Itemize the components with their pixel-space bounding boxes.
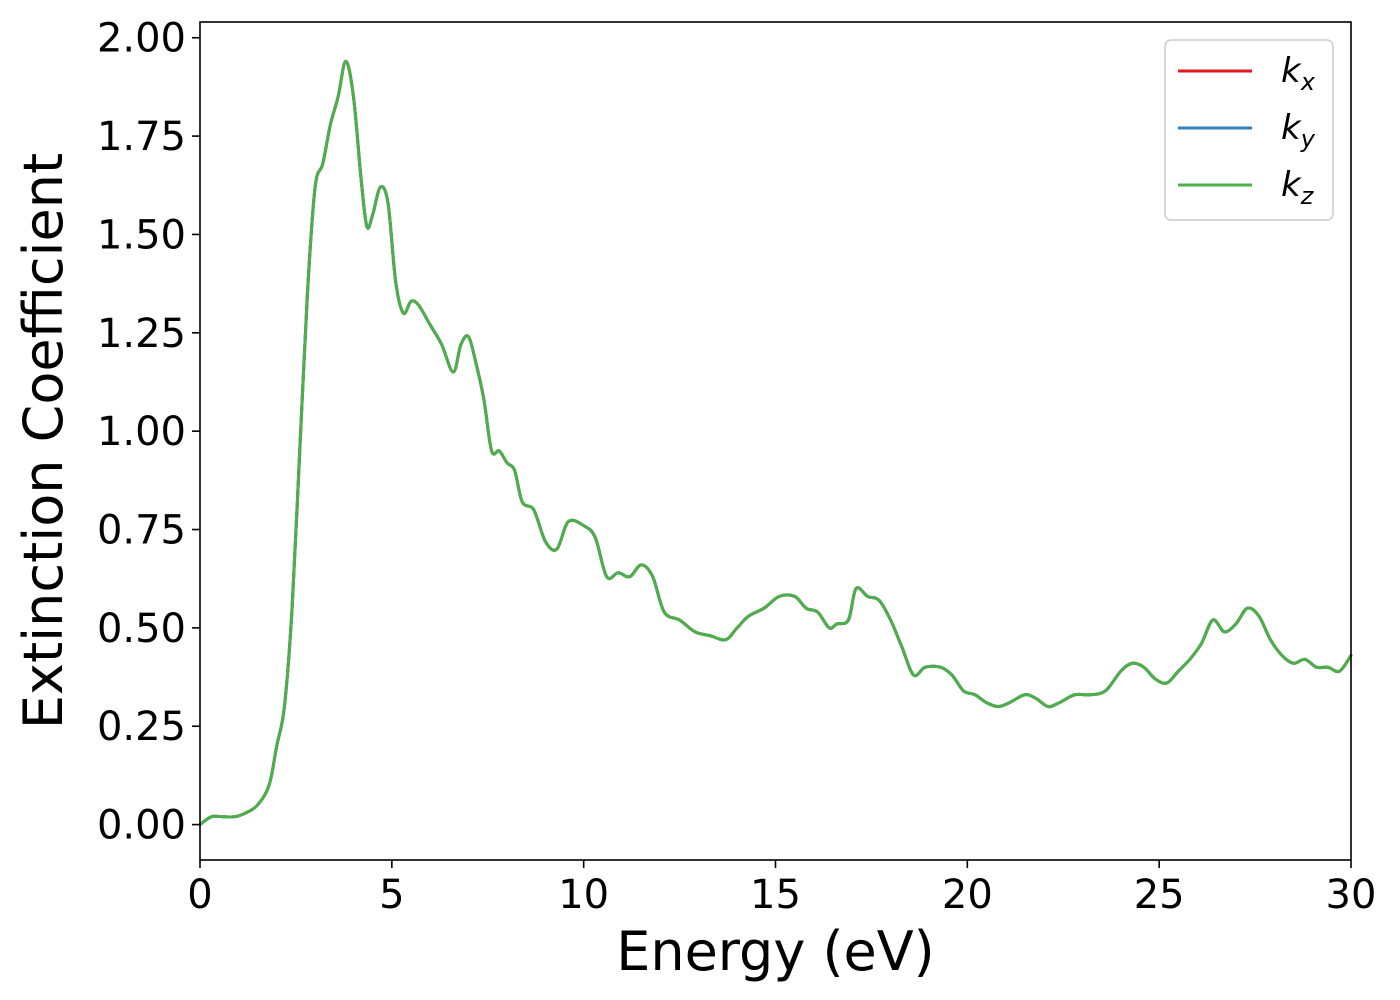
x-tick-label: 15	[750, 872, 801, 918]
series-line-kz	[198, 59, 1353, 827]
y-axis-ticks: 0.00 0.25 0.50 0.75 1.00 1.25 1.50 1.75 2.00	[97, 16, 200, 849]
x-tick-label: 0	[187, 872, 212, 918]
legend-frame	[1164, 39, 1334, 221]
y-tick-label: 0.75	[97, 508, 186, 554]
legend-label-kx: kx	[1281, 51, 1316, 96]
y-tick-label: 0.00	[97, 803, 186, 849]
y-tick-label: 1.25	[97, 311, 186, 357]
x-axis-title: Energy (eV)	[616, 920, 935, 983]
x-tick-label: 5	[379, 872, 404, 918]
x-tick-label: 30	[1326, 872, 1377, 918]
y-tick-label: 1.00	[97, 409, 186, 455]
legend-label-kz: kz	[1281, 165, 1315, 210]
y-tick-label: 1.75	[97, 114, 186, 160]
y-tick-label: 0.25	[97, 704, 186, 750]
x-tick-label: 20	[942, 872, 993, 918]
legend-label-ky: ky	[1281, 108, 1316, 153]
legend: kx ky kz	[1164, 39, 1334, 221]
x-tick-label: 25	[1134, 872, 1185, 918]
y-tick-label: 0.50	[97, 606, 186, 652]
series-layer	[198, 59, 1353, 827]
y-tick-label: 2.00	[97, 16, 186, 62]
y-tick-label: 1.50	[97, 212, 186, 258]
y-axis-title: Extinction Coefficient	[12, 153, 75, 729]
x-axis-ticks: 0 5 10 15 20 25 30	[187, 860, 1376, 918]
x-tick-label: 10	[558, 872, 609, 918]
